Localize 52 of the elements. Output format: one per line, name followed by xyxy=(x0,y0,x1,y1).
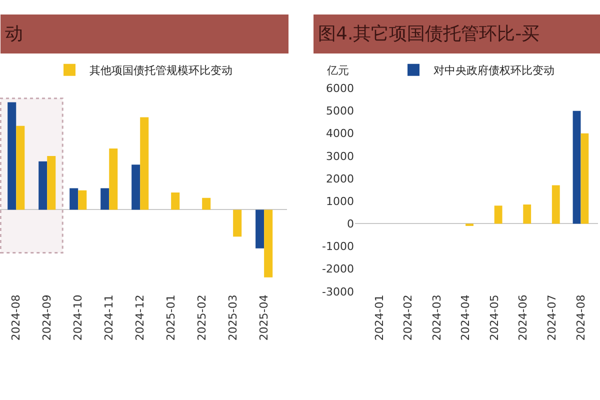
x-tick-label: 2024-03 xyxy=(430,294,444,341)
x-tick-label: 2025-04 xyxy=(258,294,271,341)
y-tick-label: -1000 xyxy=(322,240,354,254)
bar xyxy=(132,164,140,210)
bar xyxy=(109,148,118,210)
y-tick-label: 2000 xyxy=(326,172,354,186)
y-tick-label: 1000 xyxy=(326,194,354,208)
y-tick-label: -2000 xyxy=(322,262,354,276)
y-tick-label: 5000 xyxy=(326,104,354,118)
x-tick-label: 2024-12 xyxy=(134,294,147,341)
x-tick-label: 2025-02 xyxy=(196,294,209,341)
bar xyxy=(580,133,589,224)
bar xyxy=(38,161,48,210)
x-tick-label: 2024-07 xyxy=(546,294,559,341)
x-tick-label: 2024-09 xyxy=(40,294,54,341)
x-tick-label: 2025-03 xyxy=(226,294,240,341)
x-tick-label: 2024-01 xyxy=(372,294,386,341)
legend-label: 其他项国债托管规模环比变动 xyxy=(90,64,232,78)
bar xyxy=(70,188,78,210)
bar xyxy=(47,156,56,210)
bar xyxy=(552,185,560,224)
bar xyxy=(202,198,211,210)
x-tick-label: 2024-06 xyxy=(516,294,530,341)
y-tick-label: -3000 xyxy=(322,285,354,298)
bar xyxy=(494,206,502,224)
x-tick-label: 2024-05 xyxy=(488,294,501,341)
y-tick-label: 0 xyxy=(347,218,354,231)
x-tick-label: 2024-04 xyxy=(459,294,472,341)
x-tick-label: 2024-08 xyxy=(574,294,588,341)
bar xyxy=(16,126,25,210)
y-axis-title: 亿元 xyxy=(326,64,349,77)
y-tick-label: 6000 xyxy=(326,82,354,96)
bar xyxy=(140,117,149,210)
chart-title: 图4.其它项国债托管环比-买 xyxy=(318,24,540,44)
bar xyxy=(78,190,87,210)
bar xyxy=(572,110,581,224)
bar xyxy=(233,210,242,237)
x-tick-label: 2025-01 xyxy=(164,294,178,341)
bar xyxy=(171,192,180,210)
bar xyxy=(523,204,532,224)
bar xyxy=(8,102,16,210)
legend-label: 对中央政府债权环比变动 xyxy=(434,64,554,78)
x-tick-label: 2024-08 xyxy=(10,294,23,341)
y-tick-label: 3000 xyxy=(326,150,354,163)
bar xyxy=(100,188,110,210)
x-tick-label: 2024-02 xyxy=(402,294,415,341)
bar xyxy=(256,210,264,248)
chart-title: 动 xyxy=(5,24,23,44)
bar xyxy=(264,210,273,278)
y-tick-label: 4000 xyxy=(326,127,354,140)
x-tick-label: 2024-10 xyxy=(72,294,85,341)
x-tick-label: 2024-11 xyxy=(102,294,116,341)
